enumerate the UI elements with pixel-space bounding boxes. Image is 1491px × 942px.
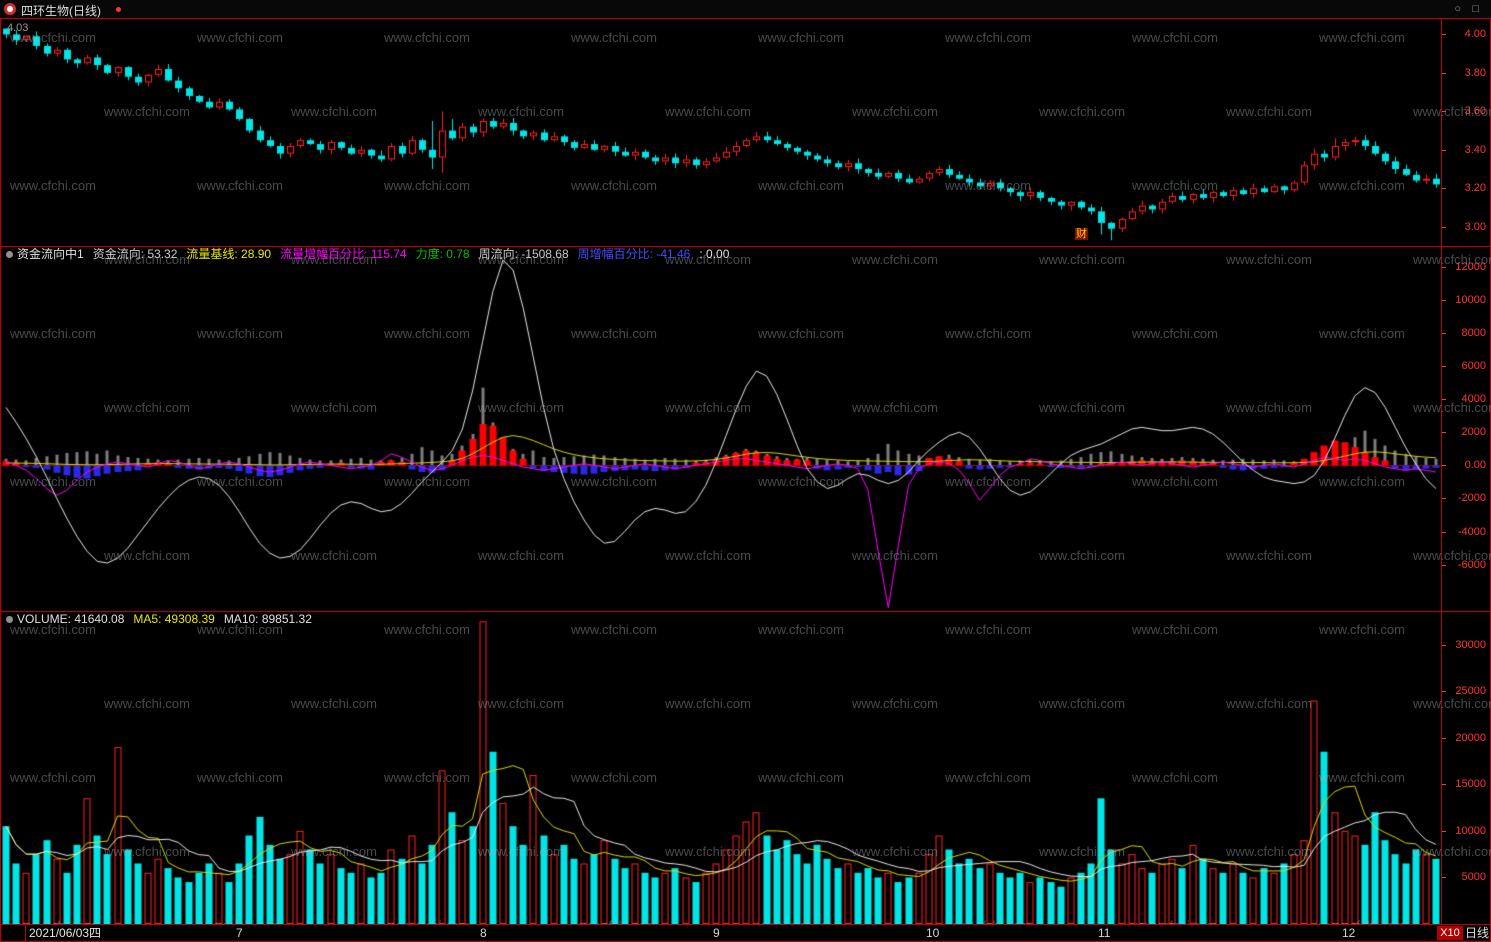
app-logo-icon xyxy=(4,3,16,15)
weekly-flow-value: 周流向: -1508.68 xyxy=(478,247,569,261)
axis-tick-label: 25000 xyxy=(1455,685,1486,697)
axis-tick-label: 3.80 xyxy=(1464,67,1486,79)
strength-value: 力度: 0.78 xyxy=(415,247,470,261)
axis-tick-mark xyxy=(1442,73,1446,74)
month-label: 8 xyxy=(480,926,487,940)
money-flow-panel: 资金流向中1 资金流向: 53.32 流量基线: 28.90 流量增幅百分比: 115… xyxy=(0,246,1491,612)
flow-axis: 12000 10000 8000 6000 4000 2000 0.00 -2000 -4000… xyxy=(1441,247,1490,611)
weekly-increase-pct-value: 周增幅百分比: -41.46 xyxy=(577,247,691,261)
flow-baseline-value: 流量基线: 28.90 xyxy=(186,247,272,261)
volume-panel: VOLUME: 41640.08 MA5: 49308.39 MA10: 89851… xyxy=(0,611,1491,925)
axis-tick-label: -2000 xyxy=(1457,492,1486,504)
axis-tick-label: -4000 xyxy=(1457,526,1486,538)
axis-tick-mark xyxy=(1442,532,1446,533)
axis-tick-mark xyxy=(1442,333,1446,334)
axis-tick-mark xyxy=(1442,267,1446,268)
axis-tick-label: 8000 xyxy=(1461,327,1486,339)
axis-tick-mark xyxy=(1442,645,1446,646)
window-title: 四环生物(日线) xyxy=(21,4,101,18)
axis-tick-mark xyxy=(1442,227,1446,228)
axis-tick-label: 4000 xyxy=(1461,393,1486,405)
axis-tick-mark xyxy=(1442,498,1446,499)
status-date: 2021/06/03四 xyxy=(29,926,102,940)
title-bar: 四环生物(日线) ○ □ xyxy=(0,0,1491,18)
volume-header[interactable]: VOLUME: 41640.08 MA5: 49308.39 MA10: 89851… xyxy=(6,612,321,627)
month-label: 10 xyxy=(926,926,940,940)
volume-chart-canvas[interactable] xyxy=(1,612,1441,924)
axis-tick-mark xyxy=(1442,111,1446,112)
axis-tick-label: 0.00 xyxy=(1464,459,1486,471)
axis-tick-label: 6000 xyxy=(1461,360,1486,372)
month-label: 7 xyxy=(236,926,243,940)
date-stub xyxy=(1,925,26,941)
volume-value: VOLUME: 41640.08 xyxy=(17,612,125,626)
axis-tick-label: 3.00 xyxy=(1464,221,1486,233)
axis-tick-mark xyxy=(1442,34,1446,35)
axis-multiplier-badge: X10 xyxy=(1437,926,1463,940)
axis-tick-mark xyxy=(1442,784,1446,785)
refresh-icon[interactable]: ○ xyxy=(1454,3,1461,15)
axis-tick-label: 10000 xyxy=(1455,825,1486,837)
kline-chart-canvas[interactable] xyxy=(1,19,1441,246)
axis-tick-label: -6000 xyxy=(1457,559,1486,571)
price-axis: 4.00 3.80 3.60 3.40 3.20 3.00 xyxy=(1441,19,1490,246)
indicator-icon xyxy=(6,616,13,623)
month-label: 11 xyxy=(1098,926,1111,940)
month-label: 12 xyxy=(1342,926,1356,940)
kline-panel: 4.03 财 4.00 3.80 3.60 3.40 3.20 3.00 xyxy=(0,18,1491,247)
axis-tick-mark xyxy=(1442,300,1446,301)
axis-tick-mark xyxy=(1442,565,1446,566)
period-selector[interactable]: 日线 xyxy=(1465,926,1490,940)
money-flow-chart-canvas[interactable] xyxy=(1,247,1441,611)
axis-tick-mark xyxy=(1442,188,1446,189)
alert-dot-icon xyxy=(116,7,121,12)
axis-tick-mark xyxy=(1442,465,1446,466)
axis-tick-mark xyxy=(1442,691,1446,692)
axis-tick-mark xyxy=(1442,831,1446,832)
flow-increase-pct-value: 流量增幅百分比: 115.74 xyxy=(280,247,407,261)
axis-tick-mark xyxy=(1442,738,1446,739)
flow-value: 资金流向: 53.32 xyxy=(92,247,178,261)
axis-tick-mark xyxy=(1442,399,1446,400)
axis-tick-label: 15000 xyxy=(1455,778,1486,790)
extra-value: : 0.00 xyxy=(699,247,730,261)
event-marker[interactable]: 财 xyxy=(1075,228,1088,240)
axis-tick-mark xyxy=(1442,877,1446,878)
ma5-value: MA5: 49308.39 xyxy=(133,612,215,626)
month-label: 9 xyxy=(713,926,720,940)
axis-tick-label: 30000 xyxy=(1455,639,1486,651)
axis-tick-label: 12000 xyxy=(1455,261,1486,273)
axis-tick-label: 4.00 xyxy=(1464,28,1486,40)
ma10-value: MA10: 89851.32 xyxy=(223,612,312,626)
axis-tick-mark xyxy=(1442,366,1446,367)
indicator-title: 资金流向中1 xyxy=(17,247,84,261)
axis-tick-label: 10000 xyxy=(1455,294,1486,306)
status-bar: 2021/06/03四 X10 日线 7 8 9 10 11 12 xyxy=(0,924,1491,942)
indicator-icon xyxy=(6,251,13,258)
axis-tick-label: 5000 xyxy=(1461,871,1486,883)
axis-tick-label: 3.60 xyxy=(1464,105,1486,117)
axis-tick-label: 3.40 xyxy=(1464,144,1486,156)
axis-tick-label: 2000 xyxy=(1461,426,1486,438)
axis-tick-label: 20000 xyxy=(1455,732,1486,744)
k-price-tag: 4.03 xyxy=(7,22,29,34)
money-flow-header[interactable]: 资金流向中1 资金流向: 53.32 流量基线: 28.90 流量增幅百分比: 115… xyxy=(6,247,738,262)
axis-tick-mark xyxy=(1442,150,1446,151)
window-icon[interactable]: □ xyxy=(1472,3,1479,15)
axis-tick-mark xyxy=(1442,432,1446,433)
axis-tick-label: 3.20 xyxy=(1464,182,1486,194)
volume-axis: 30000 25000 20000 15000 10000 5000 xyxy=(1441,612,1490,924)
